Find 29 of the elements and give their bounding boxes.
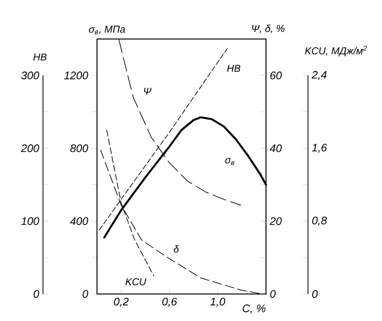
series-label: Ψ — [144, 88, 152, 95]
y-axis-title: KCU, МДж/м$^{2}$ — [304, 46, 367, 56]
y3-axis-title: HB — [33, 54, 47, 60]
y2-tick-label: 0 — [270, 290, 276, 298]
y-tick-label: 800 — [70, 144, 88, 152]
y2-axis-title: Ψ, δ, % — [252, 24, 284, 34]
y-tick-label: 0 — [312, 290, 318, 298]
y3-tick-label: 100 — [21, 217, 40, 226]
x-tick-label: 0,6 — [162, 298, 178, 307]
y-tick-label: 0 — [82, 290, 88, 298]
y3-tick-label: 0 — [34, 290, 40, 298]
x-axis-title: C, % — [242, 304, 266, 314]
y2-tick-label: 40 — [270, 144, 282, 152]
y-axis-title: σ$_{в}$, МПа — [88, 26, 126, 34]
series-label: δ — [174, 245, 180, 253]
y3-tick-label: 300 — [21, 72, 40, 80]
y-tick-label: 400 — [70, 217, 88, 226]
y-tick-label: 1,6 — [312, 144, 327, 153]
y3-tick-label: 200 — [20, 144, 40, 152]
series-label: KCU — [126, 278, 146, 286]
y2-tick-label: 20 — [270, 217, 282, 226]
y-tick-label: 0,8 — [312, 216, 327, 226]
y-tick-label: 2,4 — [312, 70, 327, 80]
y2-tick-label: 60 — [270, 72, 282, 80]
y-tick-label: 1200 — [64, 72, 88, 80]
series-label: σ$_{в}$ — [225, 158, 234, 165]
x-tick-label: 0,2 — [114, 298, 129, 307]
series-label: HB — [227, 64, 240, 72]
x-tick-label: 1,0 — [210, 298, 226, 307]
